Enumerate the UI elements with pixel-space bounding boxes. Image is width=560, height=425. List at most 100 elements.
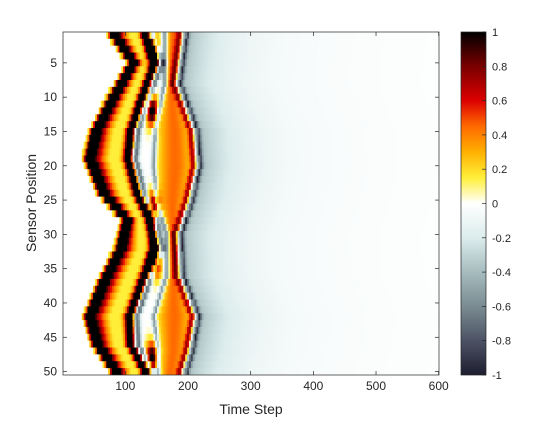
heatmap-cell — [200, 59, 203, 67]
heatmap-cell — [345, 189, 348, 198]
heatmap-cell — [168, 182, 171, 191]
heatmap-cell — [249, 189, 252, 198]
heatmap-cell — [222, 134, 226, 143]
heatmap-cell — [172, 45, 175, 54]
heatmap-cell — [282, 189, 286, 198]
heatmap-cell — [198, 93, 201, 102]
heatmap-cell — [211, 176, 214, 184]
heatmap-cell — [226, 32, 230, 40]
heatmap-cell — [200, 32, 203, 40]
heatmap-cell — [252, 59, 256, 67]
heatmap-cell — [392, 121, 395, 129]
heatmap-cell — [100, 169, 104, 177]
heatmap-cell — [361, 38, 365, 47]
heatmap-cell — [160, 32, 164, 40]
heatmap-cell — [125, 196, 128, 205]
heatmap-cell — [162, 32, 166, 40]
heatmap-cell — [343, 93, 346, 102]
heatmap-cell — [256, 73, 260, 81]
heatmap-cell — [228, 86, 231, 95]
heatmap-cell — [117, 86, 120, 95]
heatmap-cell — [416, 52, 419, 61]
heatmap-cell — [290, 176, 293, 184]
heatmap-cell — [288, 52, 292, 61]
heatmap-cell — [64, 80, 68, 88]
heatmap-cell — [134, 182, 137, 191]
heatmap-cell — [399, 121, 402, 129]
heatmap-cell — [324, 155, 327, 163]
heatmap-cell — [422, 182, 425, 191]
heatmap-cell — [111, 80, 115, 88]
heatmap-cell — [128, 93, 132, 102]
heatmap-cell — [239, 141, 243, 150]
heatmap-cell — [81, 59, 85, 67]
heatmap-cell — [335, 148, 339, 157]
heatmap-cell — [79, 169, 83, 177]
heatmap-cell — [286, 38, 290, 47]
heatmap-cell — [106, 45, 109, 54]
heatmap-cell — [145, 141, 149, 150]
heatmap-cell — [93, 196, 96, 205]
heatmap-cell — [185, 100, 188, 109]
heatmap-cell — [213, 107, 216, 115]
heatmap-cell — [232, 66, 235, 74]
heatmap-cell — [427, 86, 431, 95]
heatmap-cell — [399, 66, 402, 74]
heatmap-cell — [230, 121, 233, 129]
heatmap-cell — [384, 38, 387, 47]
heatmap-cell — [288, 73, 292, 81]
heatmap-cell — [187, 141, 190, 150]
heatmap-cell — [298, 100, 301, 109]
heatmap-cell — [239, 59, 243, 67]
heatmap-cell — [224, 66, 228, 74]
heatmap-cell — [346, 148, 350, 157]
heatmap-cell — [192, 128, 196, 136]
heatmap-cell — [407, 107, 410, 115]
heatmap-cell — [98, 176, 102, 184]
heatmap-cell — [170, 189, 173, 198]
heatmap-cell — [410, 155, 414, 163]
heatmap-cell — [303, 66, 307, 74]
heatmap-cell — [435, 66, 438, 74]
heatmap-cell — [410, 169, 414, 177]
heatmap-cell — [177, 45, 181, 54]
heatmap-cell — [380, 182, 384, 191]
heatmap-cell — [151, 134, 154, 143]
heatmap-cell — [215, 128, 218, 136]
heatmap-cell — [220, 114, 224, 122]
heatmap-cell — [333, 32, 337, 40]
heatmap-cell — [433, 73, 436, 81]
heatmap-cell — [260, 59, 263, 67]
heatmap-cell — [266, 148, 269, 157]
heatmap-cell — [329, 66, 333, 74]
heatmap-cell — [173, 107, 177, 115]
heatmap-cell — [425, 32, 429, 40]
heatmap-cell — [348, 45, 352, 54]
heatmap-cell — [331, 66, 335, 74]
heatmap-cell — [98, 162, 102, 170]
heatmap-cell — [123, 169, 126, 177]
heatmap-cell — [343, 66, 346, 74]
heatmap-cell — [81, 196, 85, 205]
heatmap-cell — [407, 59, 410, 67]
heatmap-cell — [393, 114, 397, 122]
heatmap-cell — [316, 38, 320, 47]
heatmap-cell — [307, 32, 310, 40]
heatmap-cell — [222, 121, 226, 129]
heatmap-cell — [256, 196, 260, 205]
heatmap-cell — [181, 128, 184, 136]
heatmap-cell — [121, 162, 124, 170]
heatmap-cell — [219, 155, 222, 163]
heatmap-cell — [395, 38, 399, 47]
heatmap-cell — [249, 45, 252, 54]
heatmap-cell — [307, 169, 310, 177]
heatmap-cell — [85, 121, 89, 129]
heatmap-cell — [158, 52, 162, 61]
heatmap-cell — [275, 107, 278, 115]
heatmap-cell — [113, 100, 117, 109]
heatmap-cell — [249, 52, 252, 61]
heatmap-cell — [301, 114, 305, 122]
heatmap-cell — [155, 128, 158, 136]
heatmap-cell — [384, 141, 387, 150]
heatmap-cell — [151, 182, 154, 191]
